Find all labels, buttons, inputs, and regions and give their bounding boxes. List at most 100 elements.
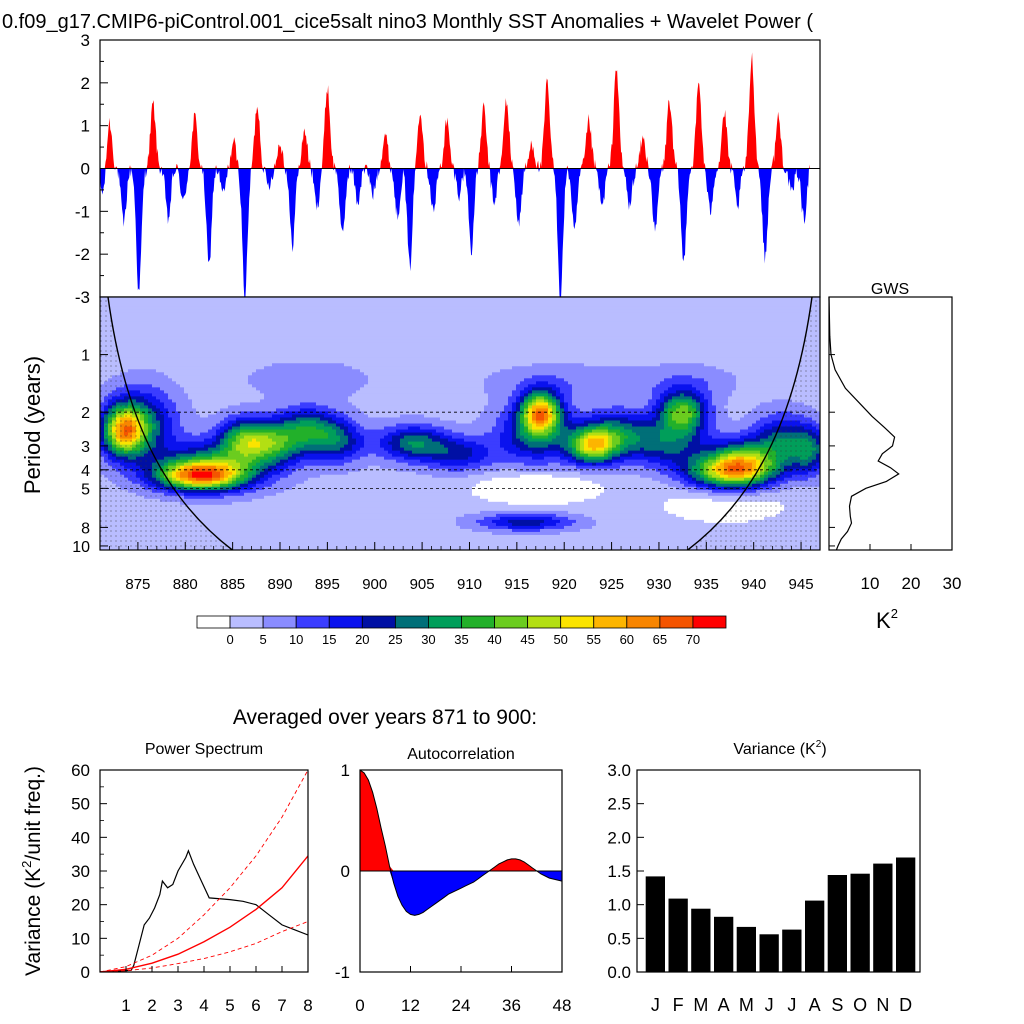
wavelet-cell	[256, 498, 261, 503]
wavelet-cell	[232, 534, 237, 539]
wavelet-cell	[224, 420, 229, 425]
wavelet-cell	[332, 381, 337, 385]
wavelet-cell	[220, 432, 225, 437]
wavelet-cell	[260, 468, 265, 473]
wavelet-cell	[268, 327, 273, 331]
wavelet-cell	[268, 501, 273, 506]
wavelet-cell	[224, 489, 229, 494]
wavelet-cell	[320, 480, 325, 485]
wavelet-cell	[232, 507, 237, 512]
wavelet-cell	[300, 390, 305, 394]
wavelet-cell	[160, 405, 165, 410]
wavelet-cell	[216, 465, 221, 470]
wavelet-cell	[320, 324, 325, 328]
wavelet-cell	[248, 396, 253, 400]
wavelet-cell	[144, 417, 149, 422]
wavelet-cell	[192, 333, 197, 337]
wavelet-cell	[108, 303, 113, 307]
wavelet-cell	[232, 501, 237, 506]
wavelet-cell	[316, 405, 321, 410]
wavelet-cell	[168, 405, 173, 410]
wavelet-cell	[256, 405, 261, 410]
wavelet-cell	[320, 387, 325, 391]
wavelet-cell	[320, 360, 325, 364]
wavelet-cell	[236, 474, 241, 479]
wavelet-cell	[296, 477, 301, 482]
wavelet-cell	[248, 363, 253, 367]
wavelet-cell	[224, 372, 229, 376]
wavelet-cell	[200, 456, 205, 461]
wavelet-cell	[276, 303, 281, 307]
wavelet-cell	[212, 360, 217, 364]
wavelet-cell	[200, 492, 205, 497]
wavelet-cell	[212, 480, 217, 485]
wavelet-cell	[316, 501, 321, 506]
wavelet-cell	[280, 510, 285, 515]
wavelet-cell	[192, 423, 197, 428]
wavelet-cell	[220, 438, 225, 443]
wavelet-cell	[200, 426, 205, 431]
wavelet-cell	[232, 357, 237, 361]
wavelet-cell	[336, 300, 341, 304]
wavelet-cell	[264, 486, 269, 491]
wavelet-cell	[180, 342, 185, 346]
wavelet-cell	[180, 381, 185, 385]
wavelet-cell	[256, 420, 261, 425]
wavelet-cell	[196, 477, 201, 482]
wavelet-cell	[176, 480, 181, 485]
wavelet-cell	[204, 324, 209, 328]
wavelet-cell	[328, 507, 333, 512]
wavelet-cell	[196, 309, 201, 313]
wavelet-cell	[324, 486, 329, 491]
wavelet-cell	[284, 456, 289, 461]
wavelet-cell	[192, 336, 197, 340]
wavelet-cell	[276, 375, 281, 379]
wavelet-cell	[152, 369, 157, 373]
wavelet-cell	[312, 471, 317, 476]
wavelet-cell	[252, 447, 257, 452]
wavelet-cell	[152, 327, 157, 331]
wavelet-cell	[128, 384, 133, 388]
wavelet-cell	[308, 339, 313, 343]
wavelet-cell	[336, 297, 341, 301]
wavelet-cell	[328, 441, 333, 446]
wavelet-cell	[280, 378, 285, 382]
wavelet-cell	[176, 396, 181, 400]
wavelet-cell	[324, 462, 329, 467]
wavelet-cell	[232, 402, 237, 407]
wavelet-cell	[304, 330, 309, 334]
wavelet-cell	[220, 459, 225, 464]
wavelet-cell	[268, 522, 273, 527]
wavelet-cell	[332, 396, 337, 400]
wavelet-cell	[332, 471, 337, 476]
wavelet-cell	[268, 459, 273, 464]
wavelet-cell	[332, 483, 337, 488]
wavelet-cell	[308, 438, 313, 443]
wavelet-cell	[284, 438, 289, 443]
wavelet-cell	[288, 471, 293, 476]
wavelet-cell	[308, 540, 313, 545]
wavelet-cell	[304, 372, 309, 376]
wavelet-cell	[296, 441, 301, 446]
wavelet-cell	[280, 468, 285, 473]
wavelet-cell	[156, 420, 161, 425]
wavelet-cell	[184, 480, 189, 485]
wavelet-cell	[116, 336, 121, 340]
wavelet-cell	[248, 342, 253, 346]
wavelet-cell	[328, 465, 333, 470]
wavelet-cell	[316, 345, 321, 349]
wavelet-cell	[188, 372, 193, 376]
wavelet-cell	[264, 435, 269, 440]
wavelet-cell	[192, 330, 197, 334]
wavelet-cell	[300, 513, 305, 518]
wavelet-cell	[328, 492, 333, 497]
wavelet-cell	[304, 459, 309, 464]
wavelet-cell	[252, 408, 257, 413]
wavelet-cell	[196, 483, 201, 488]
wavelet-cell	[156, 342, 161, 346]
wavelet-cell	[252, 429, 257, 434]
wavelet-cell	[204, 456, 209, 461]
wavelet-cell	[276, 540, 281, 545]
wavelet-cell	[212, 510, 217, 515]
wavelet-cell	[312, 402, 317, 407]
